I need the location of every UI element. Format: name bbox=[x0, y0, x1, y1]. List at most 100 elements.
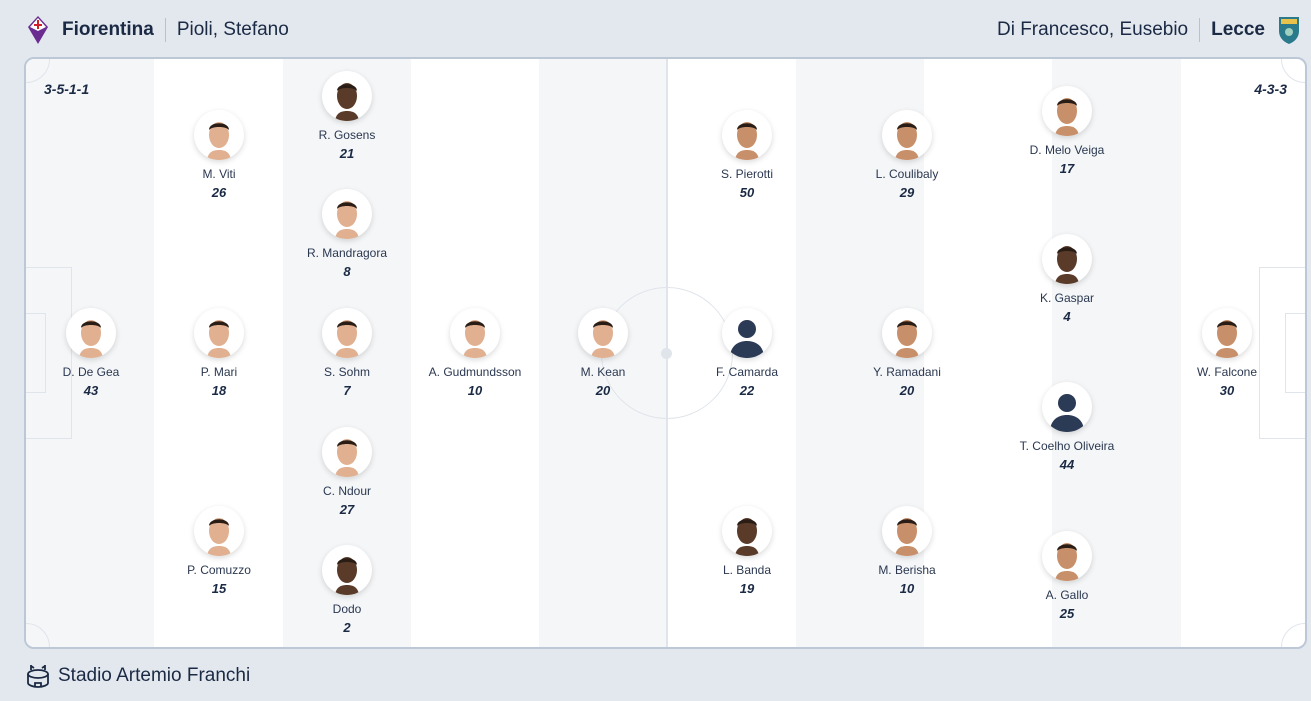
player-number: 21 bbox=[339, 146, 355, 161]
away-team-name[interactable]: Lecce bbox=[1211, 19, 1265, 40]
player-number: 25 bbox=[1059, 606, 1075, 621]
player-name: C. Ndour bbox=[322, 484, 372, 498]
player-avatar[interactable] bbox=[1202, 308, 1252, 358]
player-name: R. Mandragora bbox=[306, 246, 388, 260]
player-name: D. Melo Veiga bbox=[1029, 143, 1105, 157]
player-home[interactable]: C. Ndour 27 bbox=[282, 427, 412, 517]
player-avatar[interactable] bbox=[1042, 86, 1092, 136]
player-number: 43 bbox=[83, 383, 99, 398]
player-avatar[interactable] bbox=[322, 71, 372, 121]
player-home[interactable]: A. Gudmundsson 10 bbox=[410, 308, 540, 398]
player-avatar[interactable] bbox=[194, 308, 244, 358]
home-formation: 3-5-1-1 bbox=[44, 81, 90, 97]
player-away[interactable]: T. Coelho Oliveira 44 bbox=[1002, 382, 1132, 472]
away-formation: 4-3-3 bbox=[1254, 81, 1287, 97]
player-away[interactable]: K. Gaspar 4 bbox=[1002, 234, 1132, 324]
player-avatar[interactable] bbox=[1042, 531, 1092, 581]
player-name: P. Comuzzo bbox=[187, 563, 251, 577]
player-home[interactable]: P. Comuzzo 15 bbox=[154, 506, 284, 596]
player-avatar[interactable] bbox=[450, 308, 500, 358]
player-name: F. Camarda bbox=[715, 365, 779, 379]
venue: Stadio Artemio Franchi bbox=[26, 663, 250, 689]
player-home[interactable]: D. De Gea 43 bbox=[26, 308, 156, 398]
player-name: D. De Gea bbox=[62, 365, 120, 379]
player-away[interactable]: M. Berisha 10 bbox=[842, 506, 972, 596]
home-coach[interactable]: Pioli, Stefano bbox=[176, 19, 289, 40]
player-home[interactable]: S. Sohm 7 bbox=[282, 308, 412, 398]
player-home[interactable]: R. Mandragora 8 bbox=[282, 189, 412, 279]
home-header: Fiorentina Pioli, Stefano bbox=[26, 12, 289, 48]
player-number: 19 bbox=[739, 581, 755, 596]
player-avatar[interactable] bbox=[882, 506, 932, 556]
away-goal-box bbox=[1285, 313, 1305, 393]
player-avatar[interactable] bbox=[722, 110, 772, 160]
player-avatar[interactable] bbox=[578, 308, 628, 358]
player-avatar[interactable] bbox=[722, 308, 772, 358]
player-away[interactable]: L. Banda 19 bbox=[682, 506, 812, 596]
player-avatar[interactable] bbox=[882, 308, 932, 358]
player-number: 20 bbox=[595, 383, 611, 398]
player-avatar[interactable] bbox=[882, 110, 932, 160]
player-avatar[interactable] bbox=[1042, 234, 1092, 284]
player-name: Y. Ramadani bbox=[873, 365, 941, 379]
player-away[interactable]: A. Gallo 25 bbox=[1002, 531, 1132, 621]
player-number: 7 bbox=[343, 383, 351, 398]
player-number: 20 bbox=[899, 383, 915, 398]
player-number: 8 bbox=[343, 264, 351, 279]
away-coach[interactable]: Di Francesco, Eusebio bbox=[996, 19, 1189, 40]
player-away[interactable]: F. Camarda 22 bbox=[682, 308, 812, 398]
player-name: Dodo bbox=[332, 602, 362, 616]
player-name: W. Falcone bbox=[1196, 365, 1258, 379]
player-avatar[interactable] bbox=[322, 308, 372, 358]
player-home[interactable]: R. Gosens 21 bbox=[282, 71, 412, 161]
player-number: 30 bbox=[1219, 383, 1235, 398]
player-name: K. Gaspar bbox=[1039, 291, 1095, 305]
player-home[interactable]: P. Mari 18 bbox=[154, 308, 284, 398]
player-number: 17 bbox=[1059, 161, 1075, 176]
player-number: 18 bbox=[211, 383, 227, 398]
player-avatar[interactable] bbox=[722, 506, 772, 556]
venue-name[interactable]: Stadio Artemio Franchi bbox=[58, 665, 251, 686]
player-home[interactable]: M. Viti 26 bbox=[154, 110, 284, 200]
player-number: 2 bbox=[343, 620, 351, 635]
player-number: 15 bbox=[211, 581, 227, 596]
player-name: S. Sohm bbox=[323, 365, 371, 379]
player-avatar[interactable] bbox=[322, 427, 372, 477]
player-name: A. Gudmundsson bbox=[428, 365, 522, 379]
home-team-name[interactable]: Fiorentina bbox=[62, 19, 154, 40]
player-name: A. Gallo bbox=[1045, 588, 1089, 602]
center-spot bbox=[661, 348, 672, 359]
player-away[interactable]: L. Coulibaly 29 bbox=[842, 110, 972, 200]
player-away[interactable]: Y. Ramadani 20 bbox=[842, 308, 972, 398]
player-number: 27 bbox=[339, 502, 355, 517]
divider bbox=[1199, 18, 1201, 42]
player-name: M. Kean bbox=[580, 365, 626, 379]
player-avatar[interactable] bbox=[194, 506, 244, 556]
lecce-crest-icon bbox=[1279, 17, 1299, 44]
player-avatar[interactable] bbox=[66, 308, 116, 358]
stadium-icon bbox=[27, 665, 49, 688]
player-avatar[interactable] bbox=[322, 545, 372, 595]
player-avatar[interactable] bbox=[1042, 382, 1092, 432]
player-away[interactable]: D. Melo Veiga 17 bbox=[1002, 86, 1132, 176]
player-name: S. Pierotti bbox=[720, 167, 774, 181]
player-number: 29 bbox=[899, 185, 915, 200]
player-avatar[interactable] bbox=[194, 110, 244, 160]
fiorentina-crest-icon bbox=[28, 16, 48, 44]
player-home[interactable]: Dodo 2 bbox=[282, 545, 412, 635]
divider bbox=[164, 18, 166, 42]
player-number: 10 bbox=[467, 383, 483, 398]
player-home[interactable]: M. Kean 20 bbox=[538, 308, 668, 398]
player-number: 26 bbox=[211, 185, 227, 200]
player-number: 50 bbox=[739, 185, 755, 200]
player-name: M. Berisha bbox=[878, 563, 936, 577]
player-avatar[interactable] bbox=[322, 189, 372, 239]
player-away[interactable]: S. Pierotti 50 bbox=[682, 110, 812, 200]
player-name: L. Coulibaly bbox=[875, 167, 939, 181]
lineup-widget: Fiorentina Pioli, Stefano Di Francesco, … bbox=[4, 0, 1311, 701]
player-name: P. Mari bbox=[200, 365, 238, 379]
away-header: Di Francesco, Eusebio Lecce bbox=[997, 12, 1301, 48]
player-number: 4 bbox=[1063, 309, 1071, 324]
player-name: R. Gosens bbox=[318, 128, 376, 142]
player-away[interactable]: W. Falcone 30 bbox=[1162, 308, 1292, 398]
